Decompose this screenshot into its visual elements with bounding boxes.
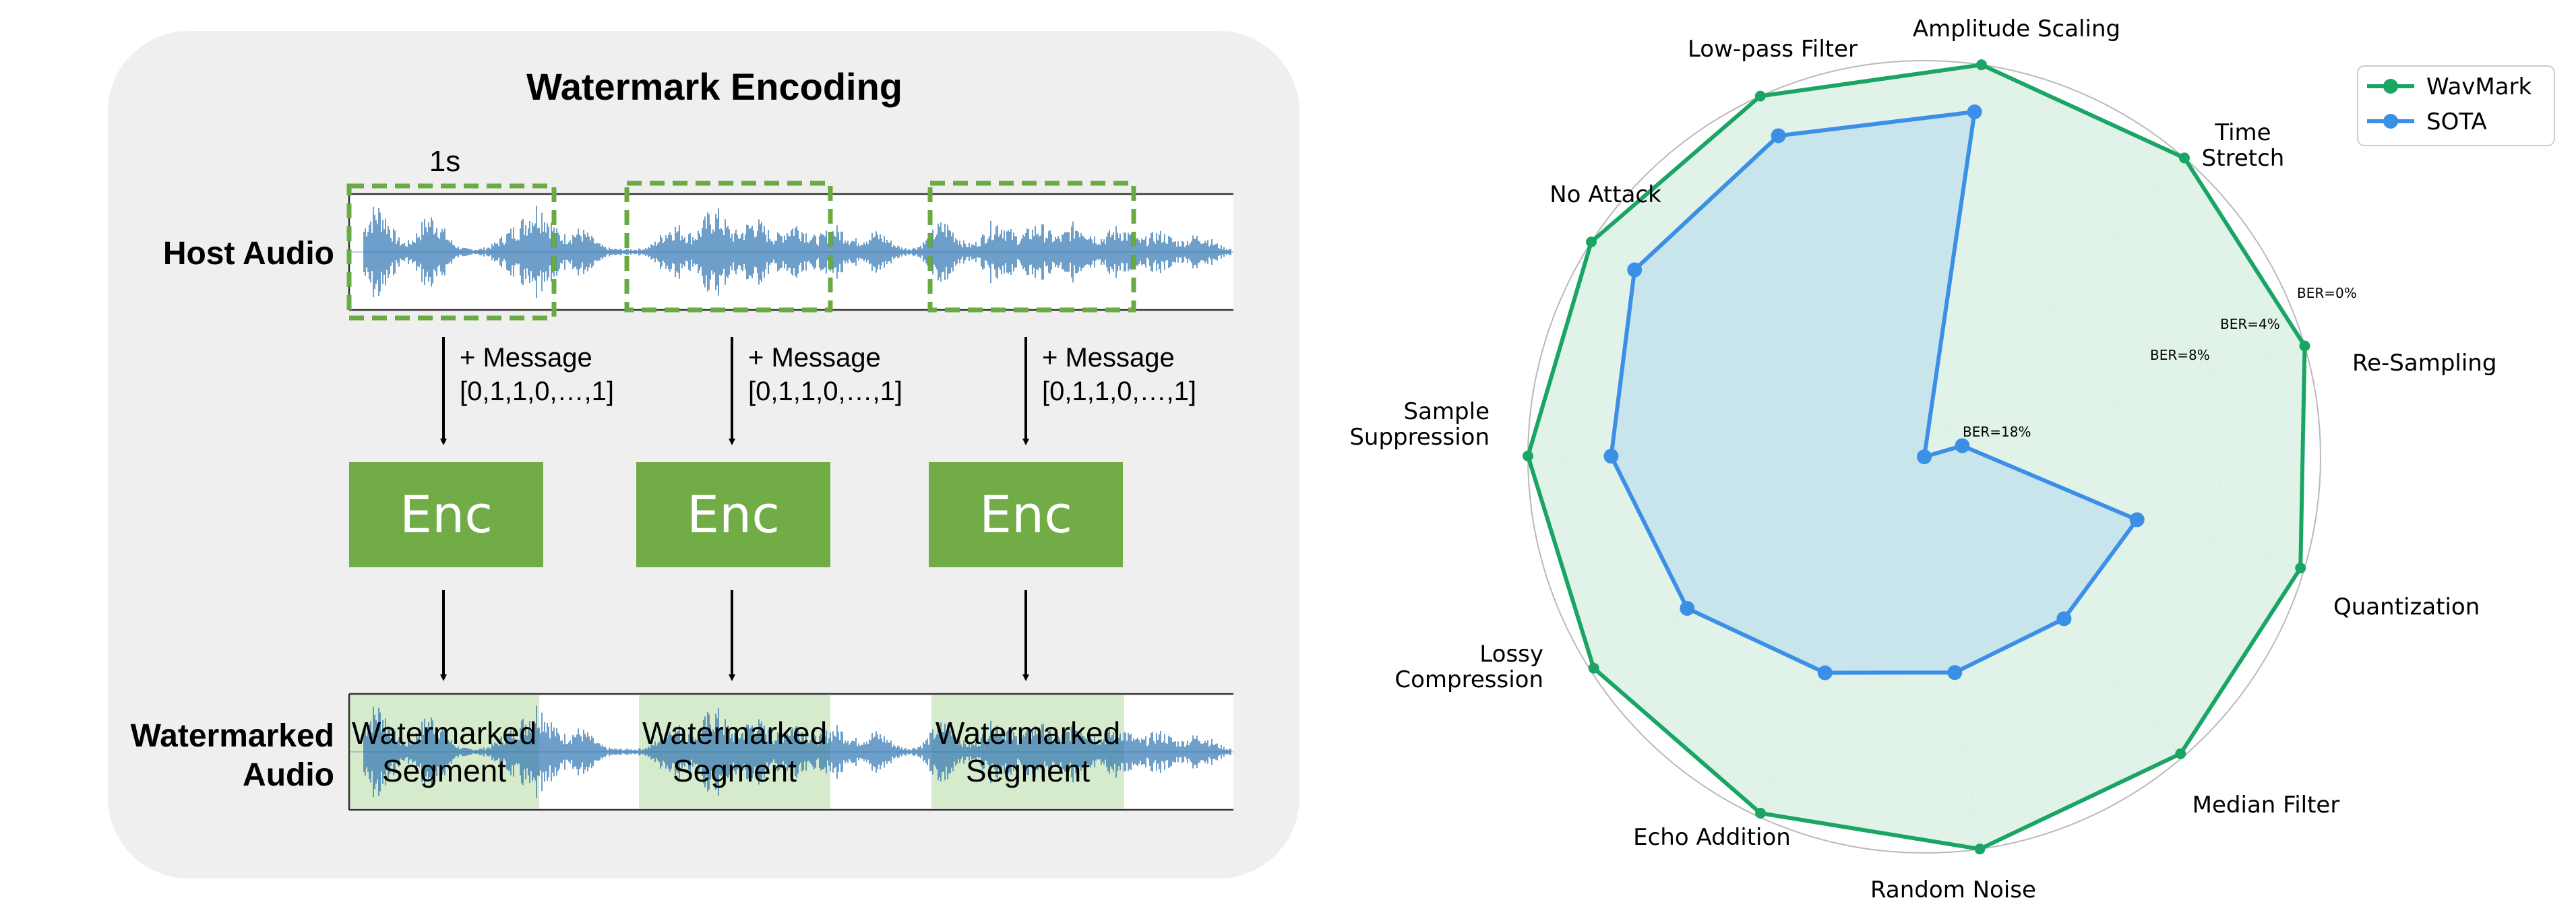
category-label-6: Random Noise: [1870, 877, 2036, 903]
legend-marker-wavmark: [2383, 79, 2398, 94]
category-label-4: Quantization: [2333, 594, 2480, 620]
segment-window-2: [624, 181, 833, 313]
watermarked-waveform: [350, 705, 1233, 798]
radar-point-wavmark-7: [1755, 808, 1767, 819]
category-label-1: Amplitude Scaling: [1913, 15, 2120, 42]
category-label-3: Re-Sampling: [2352, 350, 2496, 377]
host-audio-label: Host Audio: [163, 236, 334, 272]
category-label-9: Sample Suppression: [1349, 398, 1490, 451]
category-label-11: Low-pass Filter: [1688, 36, 1858, 63]
segment-label-line1-3: Watermarked: [936, 715, 1120, 751]
radar-point-wavmark-6: [1974, 844, 1986, 855]
legend-label-wavmark: WavMark: [2426, 73, 2532, 100]
message-bits-2: [0,1,1,0,…,1]: [748, 377, 902, 406]
message-label-3: + Message: [1042, 343, 1175, 373]
segment-label-line2-2: Segment: [673, 753, 797, 788]
radar-point-wavmark-8: [1588, 662, 1599, 674]
segment-label-line2-3: Segment: [966, 753, 1090, 788]
radial-tick-label-4: BER=0%: [2297, 285, 2357, 301]
legend-marker-sota: [2383, 114, 2398, 129]
segment-window-3: [927, 181, 1136, 313]
radar-area-sota: [1611, 112, 2137, 673]
legend-label-sota: SOTA: [2426, 108, 2487, 135]
encoder-label-1: Enc: [400, 484, 493, 544]
segment-window-1: [346, 183, 557, 321]
radar-point-sota-1: [1967, 104, 1982, 119]
radar-point-sota-10: [1627, 262, 1643, 278]
radar-series: [1523, 59, 2310, 855]
watermarked-audio-strip: [348, 693, 1233, 811]
category-label-8: Lossy Compression: [1394, 641, 1543, 693]
radar-point-sota-11: [1771, 128, 1786, 144]
encoder-box-3: [929, 462, 1123, 567]
watermarked-audio-label-line1: Watermarked: [131, 718, 334, 754]
encoder-box-1: [349, 462, 543, 567]
category-label-2: Time Stretch: [2202, 119, 2285, 172]
host-audio-strip: [348, 193, 1233, 311]
segment-label-line1-1: Watermarked: [352, 715, 536, 751]
category-label-5: Median Filter: [2192, 792, 2340, 819]
radar-point-sota-8: [1680, 600, 1695, 616]
radar-point-wavmark-2: [2178, 152, 2190, 164]
segment-label-line2-1: Segment: [382, 753, 506, 788]
radar-point-sota-2: [1917, 449, 1932, 464]
encoder-label-2: Enc: [687, 484, 780, 544]
radar-point-sota-9: [1603, 449, 1619, 464]
radial-tick-label-2: BER=8%: [2150, 347, 2210, 363]
message-bits-3: [0,1,1,0,…,1]: [1042, 377, 1196, 406]
radial-tick-label-1: BER=18%: [1963, 424, 2031, 440]
radar-point-wavmark-3: [2299, 340, 2310, 352]
encoder-label-3: Enc: [979, 484, 1072, 544]
encoder-box-2: [636, 462, 830, 567]
radar-point-wavmark-1: [1975, 59, 1987, 71]
radar-line-wavmark: [1526, 63, 2307, 852]
radar-point-wavmark-9: [1523, 450, 1534, 462]
segment-label-line1-2: Watermarked: [642, 715, 827, 751]
radar-point-wavmark-4: [2295, 563, 2306, 574]
duration-label: 1s: [429, 145, 460, 178]
encoding-title: Watermark Encoding: [526, 65, 902, 108]
radar-point-sota-7: [1817, 665, 1833, 680]
category-label-7: Echo Addition: [1633, 824, 1791, 851]
radar-chart: BER=18% BER=8% BER=4% BER=0% Amplitude Scali…: [1349, 15, 2555, 903]
host-waveform: [350, 205, 1233, 298]
legend: WavMark SOTA: [2357, 65, 2555, 146]
message-label-1: + Message: [460, 343, 592, 373]
message-bits-1: [0,1,1,0,…,1]: [460, 377, 614, 406]
watermarked-audio-label-line2: Audio: [243, 757, 334, 793]
radar-point-sota-6: [1947, 665, 1963, 680]
radar-point-sota-5: [2056, 611, 2072, 627]
radial-tick-label-3: BER=4%: [2220, 316, 2280, 332]
radar-point-wavmark-5: [2175, 748, 2186, 759]
category-label-10: No Attack: [1550, 181, 1661, 208]
radar-point-wavmark-11: [1754, 90, 1766, 102]
radar-point-wavmark-10: [1585, 236, 1597, 248]
radar-point-sota-3: [1955, 438, 1970, 453]
radar-point-sota-4: [2129, 512, 2145, 528]
message-label-2: + Message: [748, 343, 881, 373]
